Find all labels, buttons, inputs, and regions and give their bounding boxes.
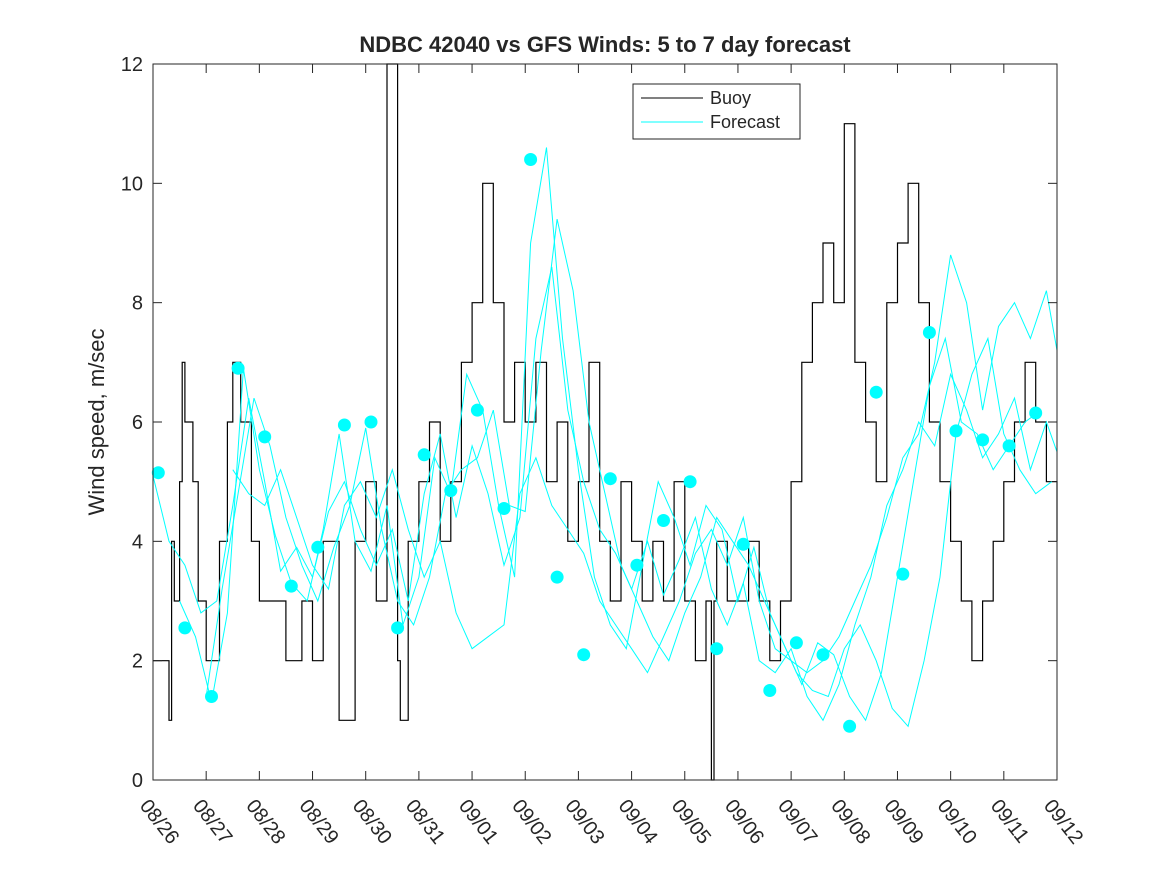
forecast-run-line-3 (205, 218, 1052, 728)
y-tick-label: 10 (121, 173, 143, 195)
legend-forecast-label: Forecast (710, 112, 780, 132)
forecast-marker (843, 719, 857, 733)
forecast-marker (736, 537, 750, 551)
forecast-marker (524, 153, 538, 166)
forecast-marker (1002, 439, 1016, 453)
forecast-marker (922, 326, 936, 339)
forecast-marker (337, 418, 351, 432)
forecast-marker (417, 448, 431, 462)
forecast-marker (470, 403, 484, 417)
forecast-marker (364, 415, 378, 429)
y-tick-label: 4 (132, 531, 143, 553)
forecast-marker (550, 570, 564, 584)
forecast-marker (657, 514, 670, 527)
chart-title: NDBC 42040 vs GFS Winds: 5 to 7 day fore… (359, 32, 851, 57)
forecast-marker (151, 466, 165, 480)
forecast-marker (710, 642, 724, 656)
forecast-marker (976, 433, 990, 447)
buoy-series-line (153, 63, 1058, 781)
forecast-marker (231, 361, 245, 375)
forecast-marker (391, 621, 405, 635)
y-tick-label: 2 (132, 651, 143, 673)
forecast-marker (311, 540, 325, 554)
forecast-run-line-4 (232, 254, 1058, 674)
y-axis-label: Wind speed, m/sec (84, 328, 109, 515)
series-layer (151, 63, 1058, 781)
forecast-marker (896, 567, 910, 581)
forecast-marker (816, 648, 830, 662)
forecast-marker (683, 475, 697, 489)
legend-buoy-label: Buoy (710, 88, 751, 108)
forecast-marker (789, 636, 803, 650)
forecast-marker (178, 621, 192, 635)
forecast-marker (630, 558, 644, 572)
forecast-marker (577, 648, 591, 662)
y-tick-label: 6 (132, 412, 143, 434)
y-tick-label: 0 (132, 770, 143, 792)
forecast-marker (603, 472, 617, 486)
forecast-marker (444, 484, 458, 498)
forecast-marker (284, 579, 298, 593)
y-tick-label: 12 (121, 54, 143, 76)
y-tick-label: 8 (132, 293, 143, 315)
forecast-marker (258, 430, 272, 444)
legend: Buoy Forecast (632, 83, 801, 140)
forecast-marker (763, 684, 777, 697)
forecast-marker (205, 690, 218, 703)
forecast-marker (869, 385, 883, 399)
forecast-marker (1029, 406, 1043, 420)
legend-box (632, 83, 801, 140)
plot-area (153, 64, 1057, 780)
forecast-marker (949, 424, 963, 438)
forecast-marker (497, 502, 511, 515)
